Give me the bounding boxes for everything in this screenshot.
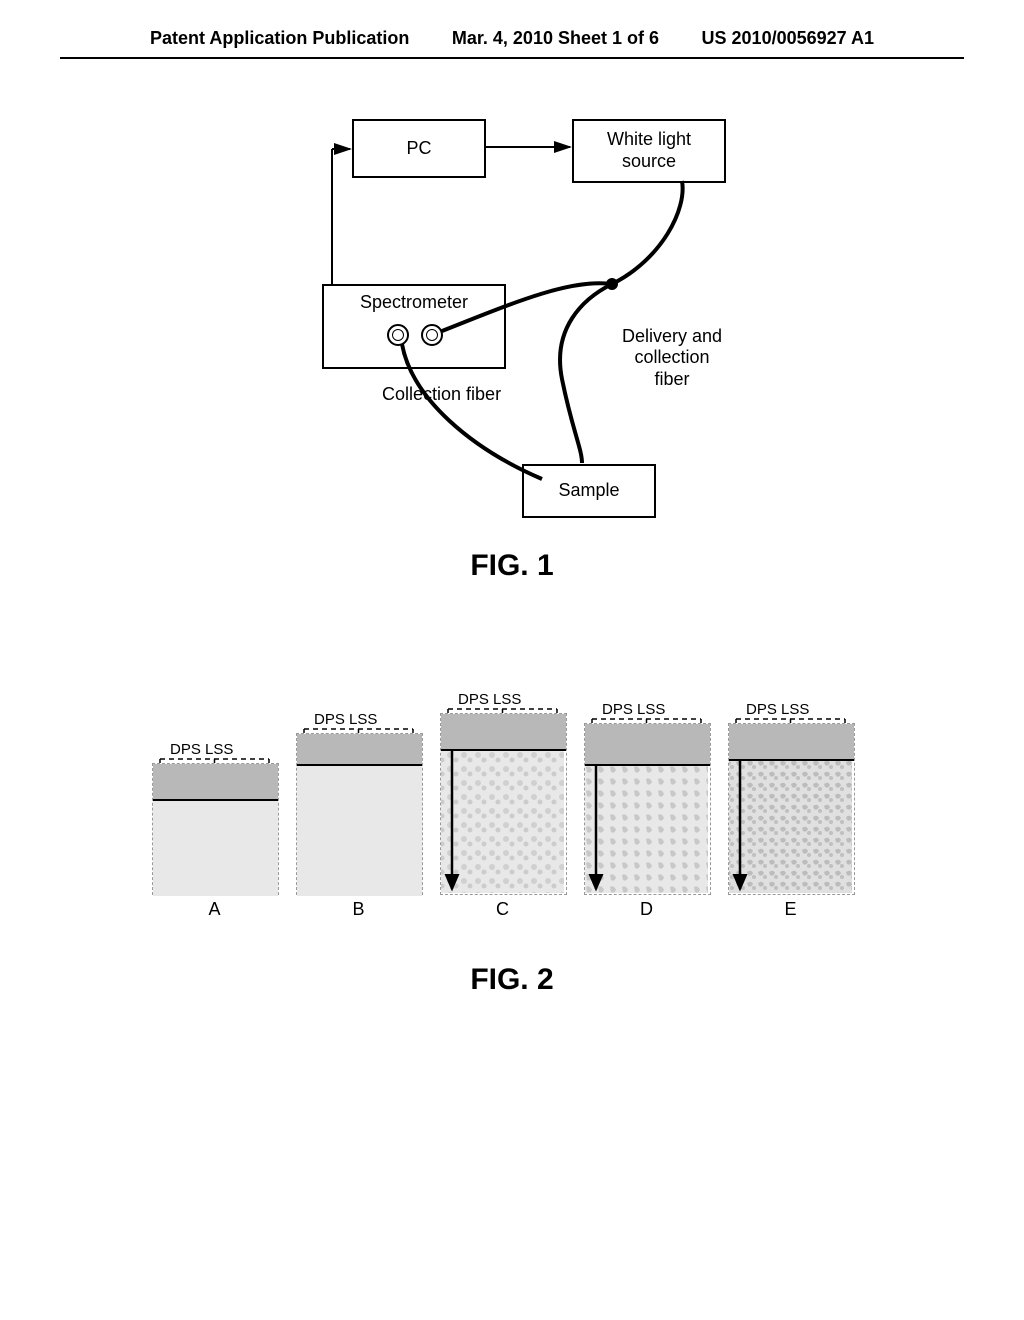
dps-lss-label: DPS LSS <box>746 701 809 718</box>
tissue-bottom-layer <box>441 751 566 896</box>
panel-id-label: C <box>440 899 565 920</box>
panel-id-label: B <box>296 899 421 920</box>
pc-box: PC <box>352 119 486 178</box>
fig1-caption: FIG. 1 <box>0 549 1024 583</box>
spectrometer-label: Spectrometer <box>360 292 468 314</box>
panel-id-label: E <box>728 899 853 920</box>
tissue-panel-A <box>152 763 279 895</box>
sample-box: Sample <box>522 464 656 518</box>
light-source-label: White light source <box>607 129 691 172</box>
dps-lss-label: DPS LSS <box>458 691 521 708</box>
content-area: PC White light source Spectrometer Sampl… <box>0 119 1024 997</box>
panel-id-label: A <box>152 899 277 920</box>
tissue-top-layer <box>585 724 710 766</box>
tissue-panel-B <box>296 733 423 895</box>
pc-label: PC <box>406 138 431 160</box>
tissue-top-layer <box>297 734 422 766</box>
light-source-box: White light source <box>572 119 726 183</box>
dps-lss-label: DPS LSS <box>602 701 665 718</box>
dps-lss-label: DPS LSS <box>170 741 233 758</box>
spectrometer-port-icon <box>387 324 443 351</box>
dps-lss-label: DPS LSS <box>314 711 377 728</box>
sample-label: Sample <box>558 480 619 502</box>
delivery-fiber-label: Delivery and collection fiber <box>622 304 722 390</box>
header-right: US 2010/0056927 A1 <box>702 28 874 49</box>
tissue-panel-E <box>728 723 855 895</box>
tissue-panel-C <box>440 713 567 895</box>
tissue-bottom-layer <box>729 761 854 896</box>
page-header: Patent Application Publication Mar. 4, 2… <box>60 0 964 59</box>
tissue-bottom-layer <box>153 801 278 896</box>
panel-id-label: D <box>584 899 709 920</box>
header-left: Patent Application Publication <box>150 28 409 49</box>
tissue-bottom-layer <box>585 766 710 896</box>
header-center: Mar. 4, 2010 Sheet 1 of 6 <box>452 28 659 49</box>
tissue-top-layer <box>729 724 854 761</box>
tissue-panel-D <box>584 723 711 895</box>
tissue-top-layer <box>153 764 278 801</box>
fig2-caption: FIG. 2 <box>0 963 1024 997</box>
tissue-top-layer <box>441 714 566 751</box>
figure-1: PC White light source Spectrometer Sampl… <box>242 119 782 519</box>
figure-2: DPS LSS A DPS LSS B DPS LSS C DPS LSS D DPS LSS E <box>152 693 872 923</box>
collection-fiber-label: Collection fiber <box>382 384 501 406</box>
tissue-bottom-layer <box>297 766 422 896</box>
